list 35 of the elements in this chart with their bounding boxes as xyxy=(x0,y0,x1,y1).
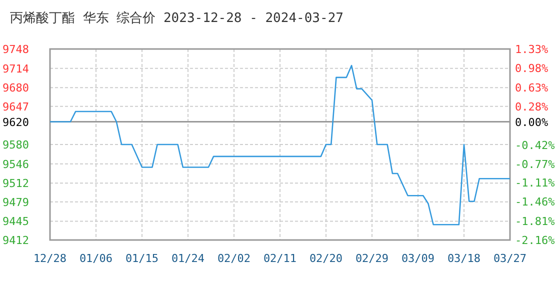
y-tick-label: 9546 xyxy=(2,158,29,171)
y-tick-label: 9680 xyxy=(2,82,29,95)
x-tick-label: 02/29 xyxy=(355,252,389,265)
x-tick-label: 02/02 xyxy=(217,252,251,265)
y2-tick-label: 0.63% xyxy=(515,81,548,94)
x-tick-label: 02/20 xyxy=(309,252,343,265)
x-tick-label: 01/15 xyxy=(125,252,159,265)
y2-tick-label: 0.98% xyxy=(515,62,548,76)
y2-tick-label: 0.28% xyxy=(515,100,548,114)
x-tick-label: 03/18 xyxy=(447,252,481,265)
line-series xyxy=(49,64,511,226)
y2-tick-label: -1.11% xyxy=(515,176,556,190)
y-tick-label: 9445 xyxy=(2,215,29,228)
y-tick-label: 9479 xyxy=(2,196,29,209)
y-tick-label: 9647 xyxy=(2,100,29,114)
y2-tick-label: 0.00% xyxy=(515,116,548,129)
x-tick-label: 02/11 xyxy=(263,252,297,265)
y2-tick-label: -0.42% xyxy=(515,138,556,152)
y-tick-label: 9580 xyxy=(2,138,29,152)
x-tick-label: 01/06 xyxy=(79,252,113,265)
y-tick-label: 9512 xyxy=(2,177,29,190)
x-tick-label: 03/27 xyxy=(493,252,527,265)
y-tick-label: 9714 xyxy=(2,62,30,76)
x-tick-label: 01/24 xyxy=(171,252,205,265)
y2-tick-label: -1.81% xyxy=(515,214,556,228)
y2-tick-label: 1.33% xyxy=(515,43,548,56)
chart-title: 丙烯酸丁酯 华东 综合价 2023-12-28 - 2024-03-27 xyxy=(10,11,344,26)
x-tick-label: 12/28 xyxy=(33,252,67,265)
y2-tick-label: -2.16% xyxy=(515,234,556,247)
y2-tick-label: -0.77% xyxy=(515,158,556,171)
y-tick-label: 9620 xyxy=(2,116,29,129)
y-tick-label: 9748 xyxy=(2,43,29,56)
y-tick-label: 9412 xyxy=(2,234,29,247)
y2-tick-label: -1.46% xyxy=(515,196,556,209)
x-tick-label: 03/09 xyxy=(401,252,435,265)
